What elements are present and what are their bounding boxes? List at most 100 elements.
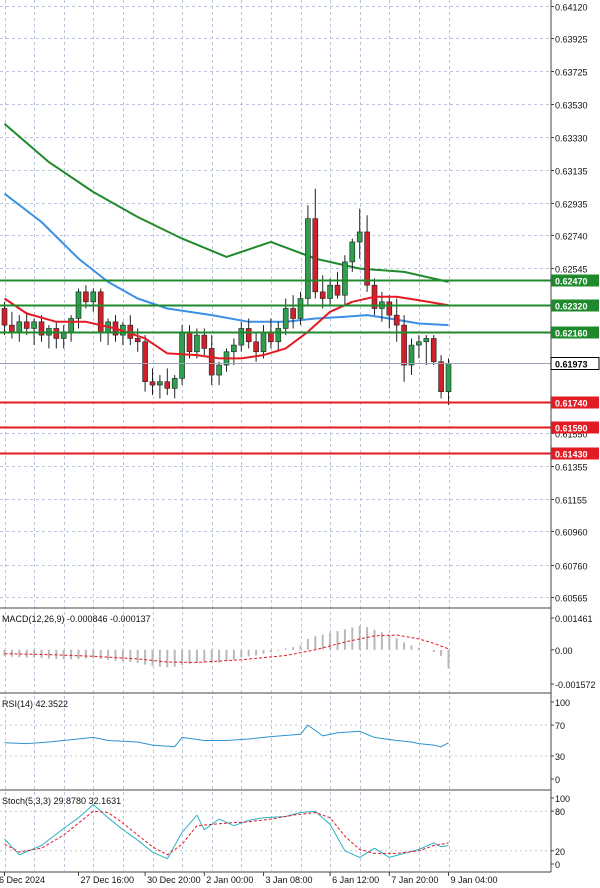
candle-bearish — [149, 381, 156, 386]
candle-bullish — [68, 318, 74, 333]
level-price-label: 0.61740 — [555, 399, 588, 409]
macd-tick-label: 0.001461 — [555, 614, 593, 624]
price-tick-label: 0.62935 — [555, 200, 588, 210]
moving-average-slow — [3, 123, 449, 283]
level-price-tag — [551, 274, 599, 287]
candle-bearish — [364, 231, 370, 286]
moving-average-fast — [3, 295, 449, 360]
candle-bullish — [349, 241, 356, 263]
stoch-k-line — [4, 804, 449, 860]
rsi-tick-label: 70 — [555, 721, 565, 731]
candle-bullish — [356, 231, 363, 243]
candle-bearish — [386, 301, 393, 316]
level-price-label: 0.62160 — [555, 329, 588, 339]
level-price-label: 0.62470 — [555, 277, 588, 287]
candle-bullish — [194, 334, 200, 353]
candle-bullish — [423, 338, 430, 343]
candle-bullish — [260, 331, 267, 353]
level-price-label: 0.61430 — [555, 450, 588, 460]
candle-bearish — [253, 341, 259, 353]
price-tick-label: 0.62740 — [555, 232, 588, 242]
candle-bearish — [438, 361, 444, 392]
macd-label: MACD(12,26,9) -0.000846 -0.000137 — [2, 614, 151, 624]
candle-bearish — [290, 308, 296, 319]
price-tick-label: 0.61155 — [555, 496, 587, 506]
candle-bullish — [171, 378, 178, 389]
candle-bullish — [90, 291, 97, 303]
level-price-tag — [551, 326, 599, 339]
price-tick-label: 0.62545 — [555, 265, 588, 275]
time-tick-label: 2 Jan 00:00 — [206, 875, 253, 885]
time-tick-label: 27 Dec 16:00 — [81, 875, 135, 885]
stoch-tick-label: 80 — [555, 807, 565, 817]
price-pane — [0, 123, 551, 455]
candle-bullish — [238, 328, 245, 346]
price-tick-label: 0.63135 — [555, 167, 588, 177]
candle-bearish — [142, 341, 148, 383]
price-tick-label: 0.63330 — [555, 134, 588, 144]
candle-bearish — [208, 348, 215, 376]
candle-bearish — [312, 218, 319, 293]
price-tick-label: 0.60760 — [555, 562, 588, 572]
rsi-label: RSI(14) 42.3522 — [2, 699, 68, 709]
candle-bullish — [231, 344, 237, 353]
candle-bullish — [297, 298, 304, 319]
macd-signal-line — [4, 634, 449, 663]
price-tick-label: 0.63530 — [555, 101, 588, 111]
level-price-tag — [551, 421, 599, 434]
time-tick-label: 6 Jan 12:00 — [332, 875, 379, 885]
candle-bullish — [275, 328, 282, 343]
stoch-tick-label: 100 — [555, 794, 570, 804]
price-tick-label: 0.63925 — [555, 35, 588, 45]
macd-tick-label: 0.00 — [555, 646, 573, 656]
candle-bullish — [157, 381, 163, 386]
candle-bullish — [342, 261, 348, 296]
level-price-label: 0.62320 — [555, 302, 588, 312]
candle-bearish — [401, 324, 407, 366]
price-tick-label: 0.60960 — [555, 528, 588, 538]
grid — [0, 0, 551, 871]
level-price-tag — [551, 299, 599, 312]
candle-bearish — [164, 381, 171, 389]
candle-bearish — [134, 338, 141, 343]
candle-bearish — [245, 328, 252, 343]
candle-bearish — [23, 321, 30, 329]
rsi-pane: RSI(14) 42.3522 — [0, 699, 551, 757]
level-price-tag — [551, 396, 599, 409]
price-tick-label: 0.61550 — [555, 430, 588, 440]
candle-bullish — [282, 308, 289, 329]
candle-bearish — [1, 308, 8, 326]
rsi-tick-label: 30 — [555, 752, 565, 762]
candle-bearish — [83, 291, 89, 303]
time-tick-label: 7 Jan 20:00 — [391, 875, 438, 885]
rsi-line — [4, 724, 449, 748]
candle-bearish — [9, 324, 15, 333]
candle-bullish — [216, 364, 222, 376]
candle-bullish — [327, 284, 333, 299]
macd-pane: MACD(12,26,9) -0.000846 -0.000137 — [2, 614, 450, 669]
current-price-label: 0.61973 — [555, 360, 588, 370]
stoch-tick-label: 20 — [555, 847, 565, 857]
level-price-tag — [551, 447, 599, 460]
candle-bullish — [445, 363, 452, 392]
candle-bearish — [186, 331, 193, 353]
time-tick-label: 3 Jan 08:00 — [266, 875, 313, 885]
level-price-label: 0.61590 — [555, 424, 588, 434]
candle-bullish — [31, 321, 37, 329]
stoch-pane: Stoch(5,3,3) 29.8780 32.1631 — [0, 796, 551, 860]
time-tick-label: 30 Dec 20:00 — [147, 875, 201, 885]
price-tick-label: 0.63725 — [555, 68, 588, 78]
stoch-d-line — [4, 810, 449, 856]
time-tick-label: 26 Dec 2024 — [0, 875, 45, 885]
stoch-tick-label: 0 — [555, 860, 560, 870]
price-tick-label: 0.61355 — [555, 463, 588, 473]
time-tick-label: 9 Jan 04:00 — [451, 875, 498, 885]
macd-tick-label: -0.001572 — [555, 680, 596, 690]
candle-bullish — [416, 341, 422, 346]
current-price-tag — [550, 357, 600, 370]
candle-bearish — [334, 284, 341, 296]
price-tick-label: 0.64120 — [555, 3, 588, 13]
